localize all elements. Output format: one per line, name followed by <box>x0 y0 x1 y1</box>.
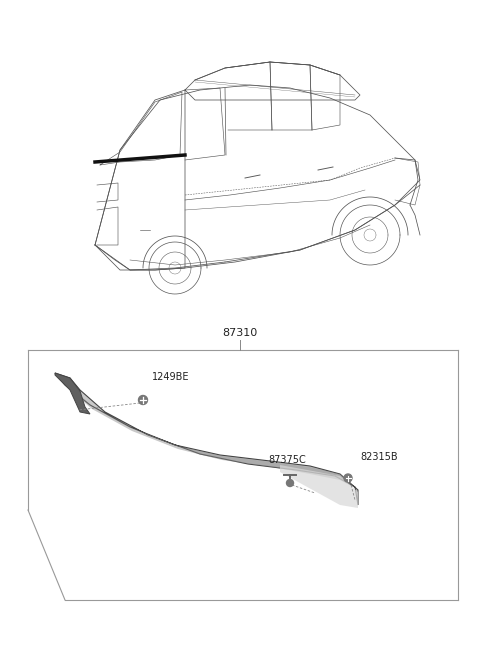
Polygon shape <box>55 373 358 505</box>
Circle shape <box>344 474 352 482</box>
Text: 87310: 87310 <box>222 328 258 338</box>
Polygon shape <box>280 465 358 508</box>
Text: 1249BE: 1249BE <box>152 372 190 382</box>
Circle shape <box>287 480 293 486</box>
Polygon shape <box>55 373 90 414</box>
Text: 82315B: 82315B <box>360 452 397 462</box>
Circle shape <box>139 396 147 405</box>
Text: 87375C: 87375C <box>268 455 306 465</box>
Polygon shape <box>57 373 355 488</box>
